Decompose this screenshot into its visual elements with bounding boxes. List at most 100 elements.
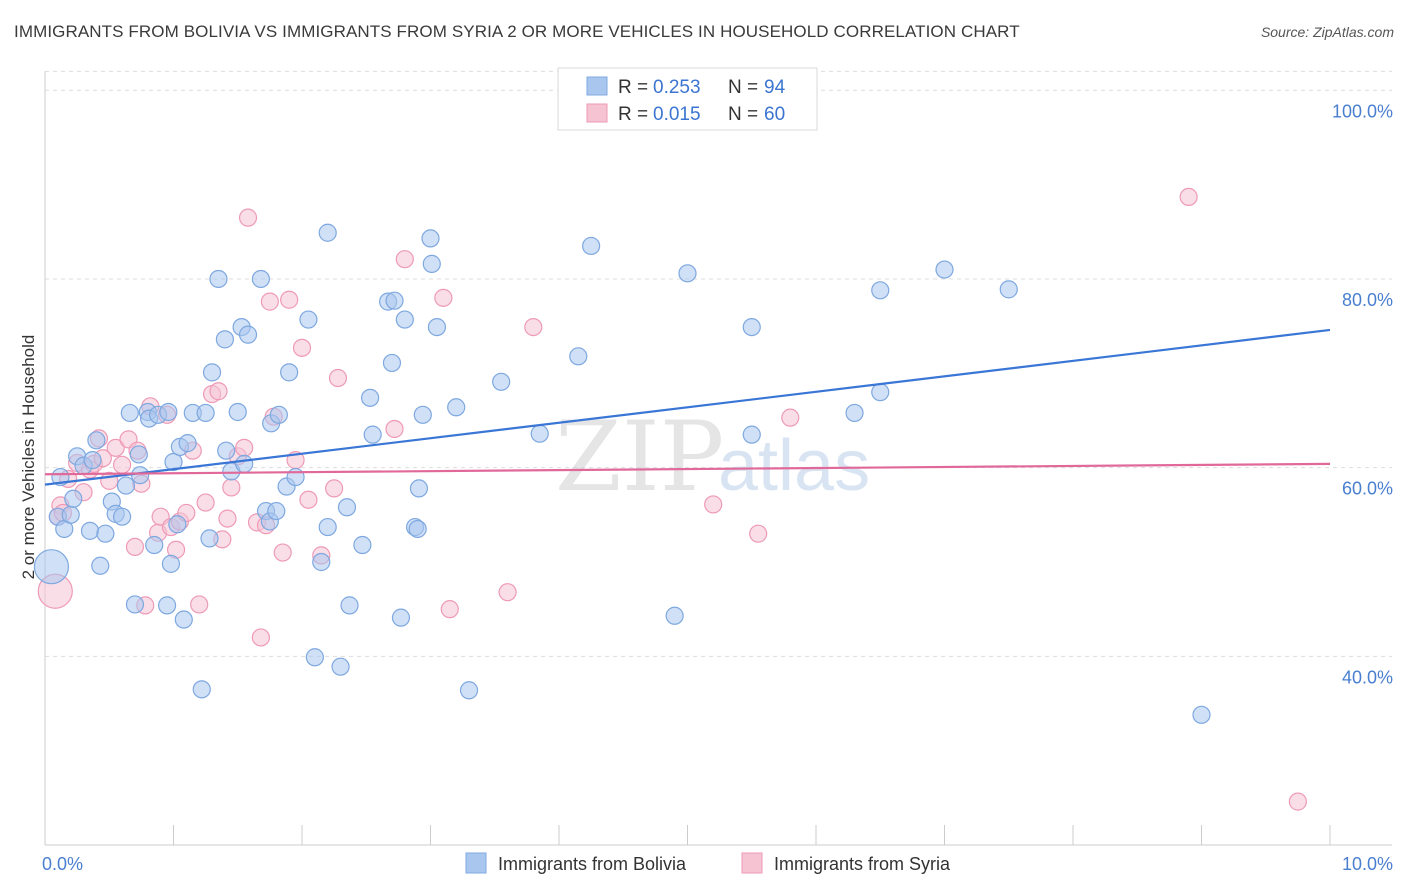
data-point-syria — [1179, 187, 1198, 207]
data-point-bolivia — [145, 535, 164, 555]
data-point-syria — [434, 288, 453, 307]
chart-source: Source: ZipAtlas.com — [1260, 24, 1394, 40]
data-point-bolivia — [174, 610, 193, 629]
data-point-syria — [1288, 792, 1307, 811]
data-point-bolivia — [871, 281, 890, 300]
data-point-bolivia — [238, 325, 258, 344]
y-axis-title: 2 or more Vehicles in Household — [19, 335, 38, 580]
data-point-syria — [781, 408, 800, 427]
data-point-bolivia — [235, 454, 254, 473]
data-point-bolivia — [421, 229, 440, 248]
y-tick-label: 40.0% — [1342, 667, 1393, 687]
data-point-bolivia — [935, 260, 954, 279]
data-point-syria — [222, 478, 241, 497]
legend-r-value-bolivia: 0.253 — [653, 77, 701, 98]
data-point-bolivia — [64, 489, 83, 508]
data-point-bolivia — [196, 403, 215, 423]
data-point-syria — [238, 208, 258, 227]
data-point-bolivia — [280, 363, 299, 382]
y-tick-label: 60.0% — [1342, 479, 1393, 499]
data-point-bolivia — [569, 347, 588, 366]
data-point-bolivia — [413, 405, 432, 424]
data-point-bolivia — [161, 554, 181, 573]
data-point-bolivia — [340, 596, 359, 615]
data-point-bolivia — [112, 507, 132, 526]
grid-lines — [45, 70, 1392, 657]
data-point-bolivia — [61, 505, 80, 524]
data-point-bolivia — [157, 596, 177, 615]
watermark-zip: ZIP — [555, 401, 724, 513]
data-point-bolivia — [87, 431, 106, 450]
data-point-syria — [704, 495, 723, 514]
data-point-syria — [395, 250, 414, 269]
data-point-syria — [292, 338, 312, 357]
data-point-bolivia — [382, 353, 402, 373]
data-point-bolivia — [422, 254, 441, 273]
data-point-bolivia — [305, 648, 324, 667]
legend-r-label-syria: R = — [618, 104, 648, 125]
data-point-bolivia — [120, 403, 139, 423]
data-point-bolivia — [391, 608, 411, 627]
data-point-syria — [260, 292, 279, 311]
data-point-bolivia — [200, 529, 219, 548]
data-point-bolivia — [178, 434, 197, 453]
bottom-legend-label-bolivia: Immigrants from Bolivia — [498, 854, 687, 874]
legend-n-value-bolivia: 94 — [764, 77, 786, 98]
data-point-bolivia — [459, 681, 479, 700]
data-point-bolivia — [130, 466, 150, 485]
data-point-syria — [273, 543, 292, 562]
data-point-bolivia — [408, 519, 427, 539]
axes — [44, 71, 1392, 846]
data-point-bolivia — [202, 363, 222, 382]
data-point-syria — [440, 600, 459, 619]
data-point-bolivia — [742, 317, 761, 337]
data-point-syria — [235, 438, 254, 457]
bottom-legend-swatch-bolivia — [465, 852, 487, 874]
bottom-legend-swatch-syria — [741, 852, 763, 874]
data-point-bolivia — [999, 280, 1018, 299]
data-point-syria — [524, 317, 543, 337]
x-tick-label: 0.0% — [42, 854, 83, 874]
data-point-bolivia — [168, 515, 187, 534]
data-point-bolivia — [363, 425, 382, 444]
data-point-syria — [325, 479, 344, 498]
data-point-bolivia — [159, 402, 178, 422]
data-point-bolivia — [331, 657, 350, 676]
data-point-syria — [112, 455, 132, 474]
data-point-syria — [190, 595, 209, 614]
trend-line-bolivia — [44, 328, 1331, 486]
tick-labels: 100.0% 80.0% 60.0% 40.0% 0.0% 10.0% — [42, 101, 1393, 874]
data-point-bolivia — [447, 398, 466, 417]
data-point-bolivia — [530, 424, 549, 443]
data-point-bolivia — [269, 405, 288, 424]
y-tick-label: 80.0% — [1342, 290, 1393, 310]
data-point-bolivia — [871, 383, 890, 402]
data-point-bolivia — [312, 552, 331, 572]
data-point-bolivia — [353, 535, 372, 555]
data-point-bolivia — [91, 556, 110, 575]
data-point-bolivia — [337, 498, 357, 517]
legend-n-value-syria: 60 — [764, 104, 785, 125]
data-point-bolivia — [582, 236, 601, 256]
data-points — [33, 187, 1307, 811]
data-point-syria — [385, 419, 404, 439]
bottom-legend-label-syria: Immigrants from Syria — [774, 854, 951, 874]
data-point-bolivia — [318, 223, 337, 242]
data-point-bolivia — [845, 403, 864, 423]
data-point-bolivia — [299, 310, 318, 329]
legend-swatch-syria — [586, 103, 608, 123]
data-point-bolivia — [80, 521, 100, 540]
y-tick-label: 100.0% — [1332, 101, 1393, 121]
data-point-bolivia — [215, 330, 234, 349]
legend-n-label-syria: N = — [728, 104, 758, 125]
data-point-syria — [251, 628, 270, 647]
legend-r-label-bolivia: R = — [618, 77, 648, 98]
data-point-bolivia — [83, 451, 102, 470]
data-point-syria — [498, 583, 517, 602]
data-point-bolivia — [209, 269, 228, 289]
data-point-bolivia — [318, 517, 337, 537]
data-point-bolivia — [427, 317, 447, 337]
data-point-bolivia — [678, 264, 697, 283]
data-point-syria — [749, 524, 768, 543]
legend-n-label-bolivia: N = — [728, 77, 758, 98]
